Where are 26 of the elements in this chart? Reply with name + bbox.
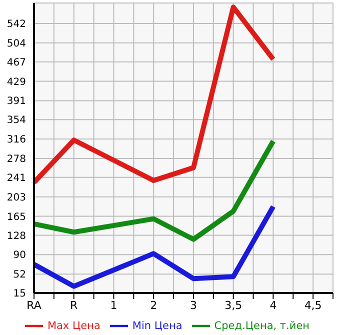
x-tick-label: 3	[190, 298, 197, 312]
y-tick-label: 391	[6, 96, 26, 108]
y-tick-label: 165	[6, 212, 26, 223]
y-tick-label: 241	[6, 172, 26, 184]
y-tick-label: 354	[6, 115, 26, 126]
x-tick-label: R	[70, 298, 78, 312]
x-tick-label: 1	[110, 298, 118, 312]
y-tick-label: 316	[6, 134, 26, 146]
y-tick-label: 504	[6, 38, 26, 50]
x-tick-label: RA	[26, 298, 42, 312]
x-tick-label: 2	[150, 298, 158, 312]
y-tick-label: 203	[6, 192, 26, 204]
legend-label: Max Цена	[47, 320, 100, 332]
y-tick-label: 542	[6, 19, 26, 30]
legend-label: Сред.Цена, т.йен	[214, 320, 310, 332]
x-tick-label: 4	[270, 298, 277, 312]
y-tick-label: 467	[6, 57, 26, 68]
x-tick-label: 3,5	[224, 298, 242, 312]
y-tick-label: 52	[13, 270, 26, 281]
legend-label: Min Цена	[132, 320, 182, 332]
y-tick-label: 278	[6, 154, 26, 166]
x-tick-label: 4,5	[304, 298, 322, 312]
y-tick-label: 128	[6, 230, 26, 242]
y-tick-label: 429	[6, 76, 26, 88]
y-tick-label: 15	[13, 288, 26, 300]
y-tick-label: 90	[13, 250, 26, 262]
